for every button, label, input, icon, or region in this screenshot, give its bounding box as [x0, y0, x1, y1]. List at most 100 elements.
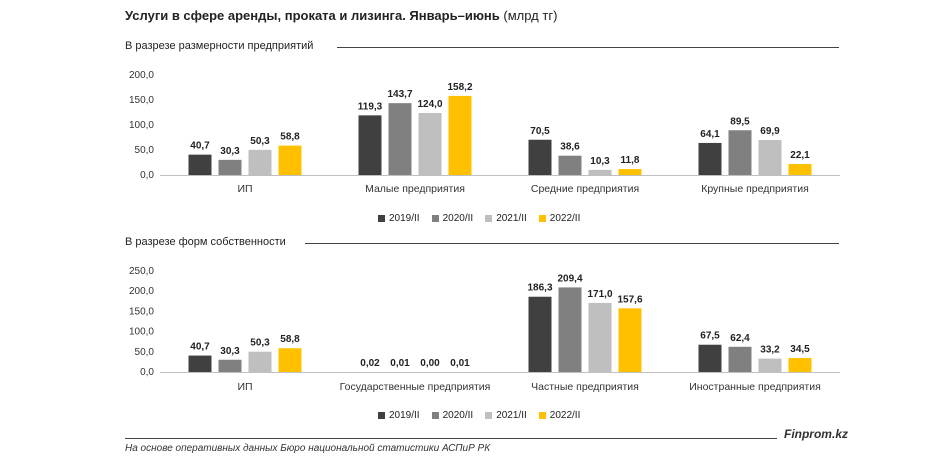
- data-label: 50,3: [250, 338, 270, 349]
- legend-label: 2022/II: [549, 213, 581, 224]
- bar: [528, 296, 552, 372]
- legend-size: 2019/II 2020/II 2021/II 2022/II: [378, 213, 580, 224]
- data-label: 158,2: [447, 82, 472, 93]
- bar: [618, 169, 642, 175]
- y-tick-label: 0,0: [140, 170, 154, 181]
- data-label: 22,1: [790, 150, 810, 161]
- data-label: 30,3: [220, 146, 240, 157]
- data-label: 58,8: [280, 334, 300, 345]
- data-label: 33,2: [760, 345, 780, 356]
- footer-rule: [125, 438, 777, 439]
- bar: [418, 113, 442, 175]
- data-label: 186,3: [527, 283, 552, 294]
- chart-title-main: Услуги в сфере аренды, проката и лизинга…: [125, 8, 500, 23]
- bar: [788, 163, 812, 175]
- bar: [278, 145, 302, 175]
- y-tick-label: 150,0: [129, 306, 154, 317]
- data-label: 62,4: [730, 333, 750, 344]
- data-label: 157,6: [617, 294, 642, 305]
- data-label: 40,7: [190, 342, 210, 353]
- legend-item: 2020/II: [431, 410, 474, 421]
- bar: [728, 346, 752, 372]
- legend-item: 2022/II: [538, 410, 581, 421]
- bar: [728, 130, 752, 175]
- legend-item: 2019/II: [378, 410, 420, 421]
- data-label: 67,5: [700, 331, 720, 342]
- category-label: Государственные предприятия: [340, 381, 491, 393]
- legend-swatch: [431, 412, 439, 419]
- y-tick-label: 200,0: [129, 70, 154, 81]
- data-label: 30,3: [220, 346, 240, 357]
- bar: [218, 159, 242, 175]
- data-label: 58,8: [280, 132, 300, 143]
- legend-label: 2022/II: [549, 410, 581, 421]
- bar: [618, 308, 642, 372]
- data-label: 11,8: [621, 155, 640, 166]
- brand-logo-text: Finprom.kz: [783, 427, 848, 441]
- y-tick-label: 250,0: [129, 266, 154, 277]
- bar: [388, 103, 412, 175]
- bar: [218, 359, 242, 372]
- data-label: 50,3: [250, 136, 270, 147]
- legend-label: 2020/II: [442, 410, 474, 421]
- section-rule-size: [337, 47, 839, 48]
- category-label: Частные предприятия: [531, 381, 639, 393]
- category-label: Крупные предприятия: [701, 183, 809, 195]
- data-label: 70,5: [530, 126, 550, 137]
- legend-swatch: [538, 412, 546, 419]
- section-rule-ownership: [305, 243, 839, 244]
- legend-swatch: [378, 215, 385, 222]
- bar: [188, 154, 212, 175]
- chart-title-unit: (млрд тг): [503, 8, 558, 23]
- legend-item: 2021/II: [485, 410, 527, 421]
- data-label: 10,3: [590, 156, 610, 167]
- legend-swatch: [485, 215, 493, 222]
- legend-label: 2020/II: [442, 213, 474, 224]
- legend-item: 2019/II: [378, 213, 420, 224]
- data-label: 119,3: [358, 101, 383, 112]
- bar: [278, 348, 302, 372]
- bar: [248, 149, 272, 175]
- y-tick-label: 50,0: [135, 145, 155, 156]
- data-label: 0,01: [390, 358, 410, 369]
- y-tick-label: 100,0: [129, 120, 154, 131]
- bar: [558, 287, 582, 372]
- y-tick-label: 100,0: [129, 327, 154, 338]
- legend-item: 2020/II: [431, 213, 474, 224]
- bar: [758, 358, 782, 372]
- chart-title: Услуги в сфере аренды, проката и лизинга…: [125, 8, 557, 23]
- bar: [698, 344, 722, 372]
- category-label: ИП: [237, 183, 252, 195]
- bar: [788, 358, 812, 372]
- data-label: 69,9: [760, 126, 780, 137]
- legend-label: 2019/II: [389, 213, 420, 224]
- bar: [758, 140, 782, 175]
- y-tick-label: 150,0: [129, 95, 154, 106]
- bar: [248, 351, 272, 372]
- bar: [558, 155, 582, 175]
- legend-swatch: [431, 215, 439, 222]
- legend-item: 2021/II: [485, 213, 527, 224]
- bar: [448, 95, 472, 175]
- bar: [188, 355, 212, 372]
- legend-item: 2022/II: [538, 213, 581, 224]
- legend-label: 2021/II: [496, 410, 527, 421]
- bar: [698, 142, 722, 175]
- y-tick-label: 200,0: [129, 286, 154, 297]
- bar: [588, 169, 612, 175]
- legend-label: 2019/II: [389, 410, 420, 421]
- data-label: 38,6: [560, 142, 580, 153]
- bar: [528, 139, 552, 175]
- category-label: Иностранные предприятия: [689, 381, 821, 393]
- data-label: 34,5: [790, 344, 810, 355]
- data-label: 0,01: [450, 358, 470, 369]
- legend-swatch: [485, 412, 493, 419]
- category-label: Средние предприятия: [531, 183, 639, 195]
- source-note: На основе оперативных данных Бюро национ…: [125, 443, 491, 454]
- section-title-size: В разрезе размерности предприятий: [125, 40, 314, 52]
- data-label: 124,0: [417, 99, 442, 110]
- y-tick-label: 0,0: [140, 367, 154, 378]
- legend-label: 2021/II: [496, 213, 527, 224]
- data-label: 40,7: [190, 141, 210, 152]
